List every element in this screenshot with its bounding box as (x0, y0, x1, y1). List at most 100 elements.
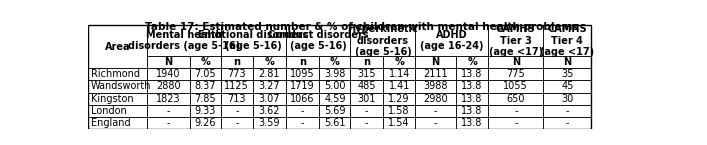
Bar (221, 105, 252, 117)
Bar (489, 56, 543, 68)
Text: 1095: 1095 (291, 69, 315, 79)
Text: Wandsworth: Wandsworth (90, 81, 151, 91)
Bar (456, 105, 489, 117)
Text: 1940: 1940 (156, 69, 181, 79)
Bar (489, 68, 543, 80)
Bar (88, 25, 147, 68)
Text: N: N (431, 57, 440, 67)
Bar (252, 117, 286, 129)
Text: -: - (434, 118, 438, 128)
Bar (190, 117, 221, 129)
Bar (456, 68, 489, 80)
Text: 485: 485 (357, 81, 376, 91)
Bar (286, 105, 320, 117)
Bar (190, 105, 221, 117)
Bar (320, 117, 351, 129)
Text: 5.61: 5.61 (324, 118, 346, 128)
Text: 35: 35 (561, 69, 573, 79)
Text: 8.37: 8.37 (194, 81, 216, 91)
Text: 13.8: 13.8 (461, 81, 483, 91)
Text: 2880: 2880 (156, 81, 181, 91)
Bar (221, 56, 252, 68)
Text: 301: 301 (358, 94, 376, 104)
Bar (286, 117, 320, 129)
Bar (416, 56, 456, 68)
Bar (88, 80, 147, 93)
Text: %: % (467, 57, 477, 67)
Text: -: - (365, 106, 368, 116)
Text: N: N (512, 57, 520, 67)
Text: 5.69: 5.69 (324, 106, 346, 116)
Bar (286, 56, 320, 68)
Text: England: England (90, 118, 130, 128)
Text: %: % (264, 57, 274, 67)
Bar (286, 25, 351, 56)
Text: Richmond: Richmond (90, 69, 140, 79)
Bar (221, 80, 252, 93)
Bar (252, 105, 286, 117)
Text: ADHD
(age 16-24): ADHD (age 16-24) (420, 30, 484, 51)
Bar (416, 68, 456, 80)
Text: -: - (514, 118, 518, 128)
Text: -: - (301, 106, 305, 116)
Text: 30: 30 (561, 94, 573, 104)
Bar (416, 105, 456, 117)
Bar (383, 117, 416, 129)
Text: -: - (514, 106, 518, 116)
Bar (88, 117, 147, 129)
Text: -: - (566, 118, 569, 128)
Text: 775: 775 (506, 69, 525, 79)
Text: n: n (233, 57, 240, 67)
Text: 2980: 2980 (423, 94, 448, 104)
Bar (416, 80, 456, 93)
Text: 9.26: 9.26 (194, 118, 216, 128)
Bar (456, 56, 489, 68)
Text: Kingston: Kingston (90, 94, 134, 104)
Bar (383, 68, 416, 80)
Text: 13.8: 13.8 (461, 118, 483, 128)
Bar (286, 68, 320, 80)
Bar (147, 117, 190, 129)
Bar (320, 105, 351, 117)
Text: Table 17: Estimated number & % of children with mental health problems: Table 17: Estimated number & % of childr… (145, 22, 579, 32)
Bar (456, 93, 489, 105)
Bar (456, 117, 489, 129)
Bar (190, 68, 221, 80)
Bar (88, 93, 147, 105)
Bar (383, 80, 416, 93)
Text: 5.00: 5.00 (324, 81, 346, 91)
Text: 4.59: 4.59 (324, 94, 346, 104)
Bar (147, 68, 190, 80)
Bar (351, 80, 383, 93)
Text: 7.85: 7.85 (194, 94, 216, 104)
Text: London: London (90, 106, 127, 116)
Text: 1823: 1823 (156, 94, 181, 104)
Bar (320, 68, 351, 80)
Text: %: % (330, 57, 339, 67)
Bar (252, 68, 286, 80)
Text: n: n (363, 57, 370, 67)
Text: 3.07: 3.07 (259, 94, 280, 104)
Text: N: N (165, 57, 173, 67)
Text: 13.8: 13.8 (461, 106, 483, 116)
Text: n: n (299, 57, 306, 67)
Text: 1.29: 1.29 (388, 94, 410, 104)
Bar (543, 68, 591, 80)
Text: -: - (235, 118, 238, 128)
Text: 2.81: 2.81 (259, 69, 280, 79)
Text: 1.41: 1.41 (388, 81, 410, 91)
Bar (543, 117, 591, 129)
Bar (252, 93, 286, 105)
Bar (543, 25, 591, 56)
Bar (543, 93, 591, 105)
Bar (286, 80, 320, 93)
Bar (416, 93, 456, 105)
Bar (190, 56, 221, 68)
Text: 7.05: 7.05 (194, 69, 216, 79)
Bar (320, 93, 351, 105)
Bar (383, 56, 416, 68)
Bar (286, 93, 320, 105)
Text: 3988: 3988 (423, 81, 448, 91)
Text: -: - (365, 118, 368, 128)
Text: Mental health
disorders (age 5-16): Mental health disorders (age 5-16) (128, 30, 240, 51)
